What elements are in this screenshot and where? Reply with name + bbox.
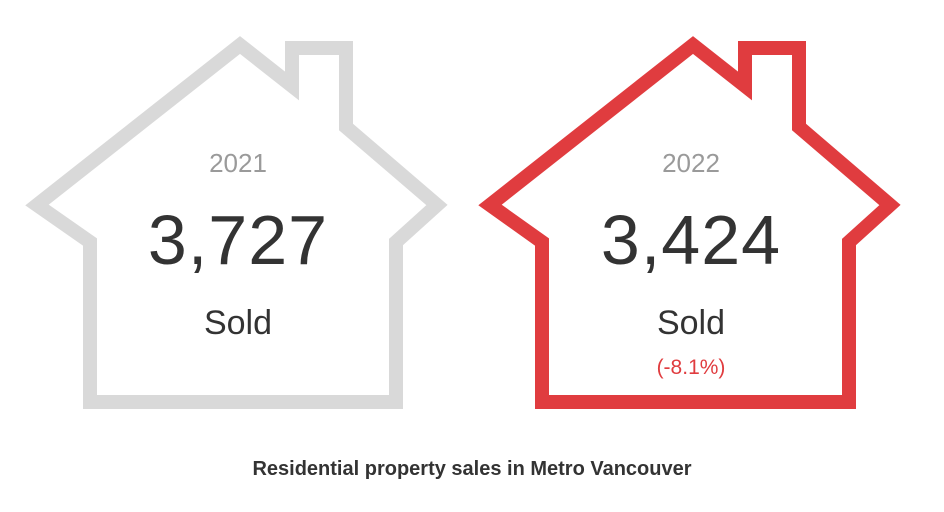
house-2021-outline-icon xyxy=(25,36,448,409)
sold-label-2021: Sold xyxy=(203,304,273,342)
sold-count-2021: 3,727 xyxy=(147,201,329,279)
chart-caption: Residential property sales in Metro Vanc… xyxy=(252,458,692,480)
percent-change-2022: (-8.1%) xyxy=(656,356,726,379)
house-2022-outline-icon xyxy=(478,36,901,409)
year-2021-label: 2021 xyxy=(209,148,267,178)
sold-count-2022: 3,424 xyxy=(600,201,782,279)
sold-label-2022: Sold xyxy=(656,304,726,342)
year-2022-label: 2022 xyxy=(662,148,720,178)
